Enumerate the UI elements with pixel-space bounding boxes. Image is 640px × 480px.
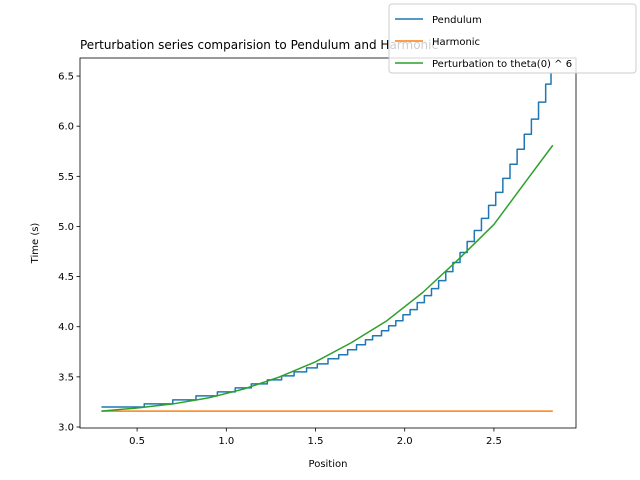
- x-tick-label: 1.5: [308, 436, 324, 447]
- y-tick-label: 6.5: [58, 72, 74, 83]
- x-axis-label: Position: [309, 459, 348, 470]
- x-tick-label: 2.5: [486, 436, 502, 447]
- series-line-pendulum: [101, 73, 552, 408]
- y-axis-label: Time (s): [30, 223, 41, 265]
- y-tick-label: 4.5: [58, 272, 74, 283]
- y-tick-label: 6.0: [58, 122, 74, 133]
- chart-title: Perturbation series comparision to Pendu…: [80, 38, 438, 52]
- series-line-perturbation-to-theta-0-6: [101, 144, 554, 412]
- y-tick-label: 4.0: [58, 322, 74, 333]
- legend: Pendulum Harmonic Perturbation to theta(0)…: [388, 3, 637, 74]
- y-tick-label: 3.5: [58, 372, 74, 383]
- x-tick-label: 2.0: [397, 436, 413, 447]
- legend-label-harmonic: Harmonic: [432, 37, 480, 48]
- x-tick-label: 1.0: [218, 436, 234, 447]
- legend-label-perturbation-to-theta-0-6: Perturbation to theta(0) ^ 6: [432, 59, 572, 70]
- y-tick-label: 5.0: [58, 222, 74, 233]
- x-tick-label: 0.5: [129, 436, 145, 447]
- legend-box: [388, 3, 637, 74]
- y-tick-label: 3.0: [58, 422, 74, 433]
- plot-frame: [79, 57, 577, 429]
- y-tick-label: 5.5: [58, 172, 74, 183]
- legend-label-pendulum: Pendulum: [432, 15, 482, 26]
